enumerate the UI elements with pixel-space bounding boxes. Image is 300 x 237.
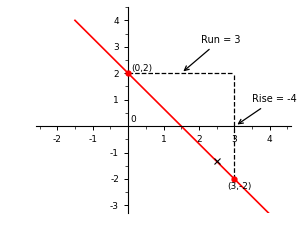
Text: Run = 3: Run = 3 bbox=[184, 35, 240, 70]
Text: 0: 0 bbox=[130, 115, 136, 124]
Text: Rise = -4: Rise = -4 bbox=[238, 94, 297, 124]
Text: (3,-2): (3,-2) bbox=[227, 182, 252, 191]
Text: (0,2): (0,2) bbox=[131, 64, 152, 73]
